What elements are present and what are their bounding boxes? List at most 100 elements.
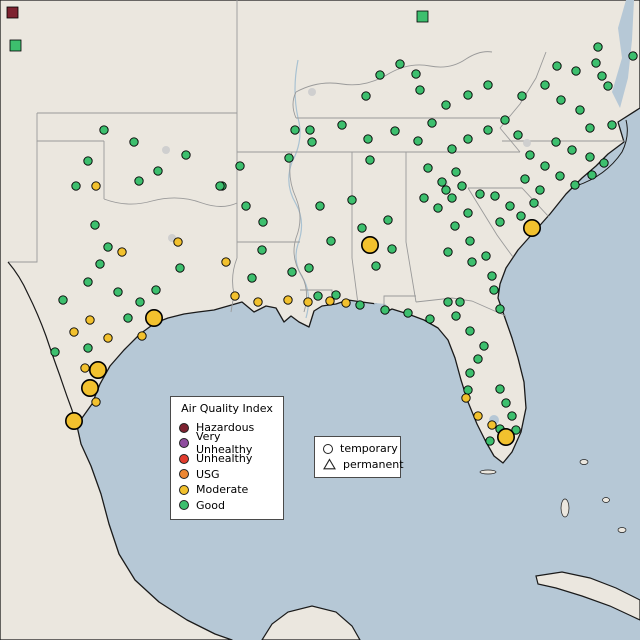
station-marker-good[interactable]	[241, 201, 251, 211]
station-marker-good[interactable]	[495, 384, 505, 394]
station-marker-good[interactable]	[304, 263, 314, 273]
edge-station-square[interactable]	[416, 10, 429, 23]
station-marker-good[interactable]	[525, 150, 535, 160]
station-marker-good[interactable]	[441, 100, 451, 110]
edge-station-square[interactable]	[6, 6, 19, 19]
station-marker-good[interactable]	[390, 126, 400, 136]
station-marker-good[interactable]	[607, 120, 617, 130]
station-marker-good[interactable]	[597, 71, 607, 81]
station-marker-moderate[interactable]	[360, 236, 379, 255]
station-marker-good[interactable]	[465, 326, 475, 336]
station-marker-good[interactable]	[83, 277, 93, 287]
station-marker-good[interactable]	[257, 245, 267, 255]
station-marker-good[interactable]	[457, 181, 467, 191]
station-marker-good[interactable]	[215, 181, 225, 191]
station-marker-good[interactable]	[495, 304, 505, 314]
station-marker-good[interactable]	[505, 201, 515, 211]
station-marker-good[interactable]	[483, 80, 493, 90]
station-marker-moderate[interactable]	[69, 327, 79, 337]
station-marker-good[interactable]	[58, 295, 68, 305]
station-marker-good[interactable]	[463, 134, 473, 144]
station-marker-good[interactable]	[129, 137, 139, 147]
station-marker-moderate[interactable]	[85, 315, 95, 325]
station-marker-good[interactable]	[487, 271, 497, 281]
station-marker-good[interactable]	[587, 170, 597, 180]
station-marker-good[interactable]	[433, 203, 443, 213]
station-marker-good[interactable]	[551, 137, 561, 147]
station-marker-good[interactable]	[628, 51, 638, 61]
station-marker-good[interactable]	[411, 69, 421, 79]
station-marker-moderate[interactable]	[80, 363, 90, 373]
station-marker-good[interactable]	[331, 290, 341, 300]
station-marker-good[interactable]	[371, 261, 381, 271]
station-marker-good[interactable]	[413, 136, 423, 146]
station-marker-good[interactable]	[365, 155, 375, 165]
station-marker-good[interactable]	[517, 91, 527, 101]
station-marker-good[interactable]	[513, 130, 523, 140]
station-marker-good[interactable]	[529, 198, 539, 208]
station-marker-moderate[interactable]	[283, 295, 293, 305]
station-marker-moderate[interactable]	[461, 393, 471, 403]
station-marker-moderate[interactable]	[253, 297, 263, 307]
station-marker-good[interactable]	[375, 70, 385, 80]
station-marker-moderate[interactable]	[103, 333, 113, 343]
station-marker-good[interactable]	[455, 297, 465, 307]
edge-station-square[interactable]	[9, 39, 22, 52]
station-marker-good[interactable]	[441, 185, 451, 195]
station-marker-good[interactable]	[603, 81, 613, 91]
station-marker-good[interactable]	[555, 171, 565, 181]
station-marker-good[interactable]	[315, 201, 325, 211]
station-marker-moderate[interactable]	[522, 219, 541, 238]
station-marker-moderate[interactable]	[81, 378, 100, 397]
station-marker-good[interactable]	[427, 118, 437, 128]
station-marker-good[interactable]	[473, 354, 483, 364]
station-marker-good[interactable]	[103, 242, 113, 252]
station-marker-good[interactable]	[516, 211, 526, 221]
station-marker-good[interactable]	[387, 244, 397, 254]
station-marker-good[interactable]	[483, 125, 493, 135]
station-marker-good[interactable]	[591, 58, 601, 68]
station-marker-good[interactable]	[450, 221, 460, 231]
station-marker-good[interactable]	[467, 257, 477, 267]
station-marker-good[interactable]	[500, 115, 510, 125]
station-marker-good[interactable]	[307, 137, 317, 147]
station-marker-good[interactable]	[113, 287, 123, 297]
station-marker-moderate[interactable]	[221, 257, 231, 267]
station-marker-good[interactable]	[599, 158, 609, 168]
station-marker-moderate[interactable]	[145, 308, 164, 327]
station-marker-good[interactable]	[99, 125, 109, 135]
station-marker-good[interactable]	[247, 273, 257, 283]
station-marker-good[interactable]	[134, 176, 144, 186]
station-marker-good[interactable]	[290, 125, 300, 135]
station-marker-good[interactable]	[135, 297, 145, 307]
station-marker-good[interactable]	[395, 59, 405, 69]
station-marker-good[interactable]	[284, 153, 294, 163]
station-marker-good[interactable]	[571, 66, 581, 76]
station-marker-good[interactable]	[71, 181, 81, 191]
station-marker-moderate[interactable]	[496, 427, 515, 446]
station-marker-good[interactable]	[495, 217, 505, 227]
station-marker-good[interactable]	[403, 308, 413, 318]
station-marker-moderate[interactable]	[173, 237, 183, 247]
station-marker-moderate[interactable]	[230, 291, 240, 301]
station-marker-good[interactable]	[83, 156, 93, 166]
station-marker-good[interactable]	[463, 90, 473, 100]
station-marker-good[interactable]	[463, 385, 473, 395]
station-marker-good[interactable]	[575, 105, 585, 115]
station-marker-good[interactable]	[465, 368, 475, 378]
station-marker-good[interactable]	[570, 180, 580, 190]
station-marker-moderate[interactable]	[117, 247, 127, 257]
station-marker-good[interactable]	[475, 189, 485, 199]
station-marker-good[interactable]	[123, 313, 133, 323]
station-marker-good[interactable]	[481, 251, 491, 261]
station-marker-good[interactable]	[447, 144, 457, 154]
station-marker-good[interactable]	[175, 263, 185, 273]
station-marker-good[interactable]	[363, 134, 373, 144]
station-marker-good[interactable]	[361, 91, 371, 101]
station-marker-good[interactable]	[540, 161, 550, 171]
station-marker-good[interactable]	[585, 152, 595, 162]
station-marker-good[interactable]	[443, 297, 453, 307]
station-marker-good[interactable]	[490, 191, 500, 201]
station-marker-good[interactable]	[419, 193, 429, 203]
station-marker-good[interactable]	[447, 193, 457, 203]
